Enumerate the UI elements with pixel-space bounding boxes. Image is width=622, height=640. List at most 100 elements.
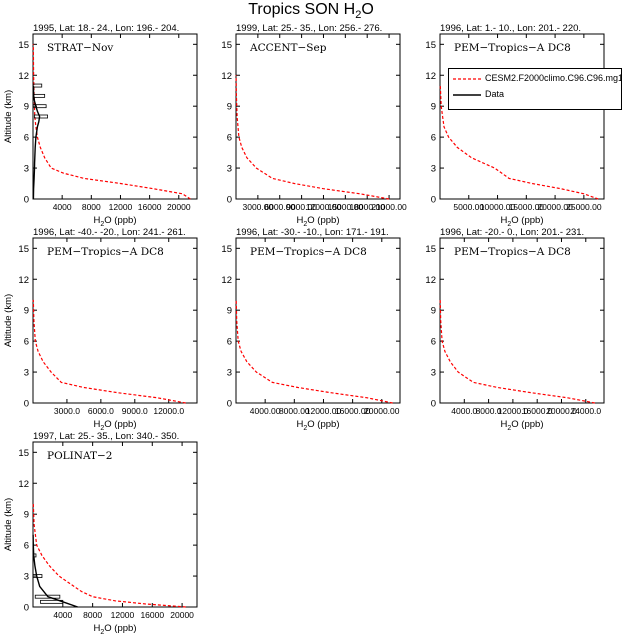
y-tick-label: 0	[24, 195, 29, 206]
y-tick-label: 3	[24, 164, 29, 175]
panel-4: 1996, Lat: -40.- -20., Lon: 241.- 261. PE…	[3, 227, 198, 432]
x-tick-label: 3000.00	[242, 202, 273, 212]
y-tick-label: 15	[18, 448, 29, 459]
data-error-bar	[34, 594, 61, 599]
figure-title: Tropics SON H2O	[248, 1, 374, 22]
y-tick-label: 3	[227, 164, 232, 175]
y-tick-label: 15	[18, 40, 29, 51]
plot-frame	[439, 237, 605, 404]
campaign-label: PEM−Tropics−A DC8	[454, 246, 571, 258]
legend-swatch-model-line	[453, 78, 481, 80]
x-axis-label-subscript: 2	[303, 425, 307, 432]
x-axis-label: H2O (ppb)	[501, 215, 544, 228]
y-tick-label: 6	[24, 541, 29, 552]
legend-swatch-data-line	[453, 94, 481, 96]
x-tick-label: 18000.00	[349, 202, 385, 212]
x-axis-label-part: O (ppb)	[307, 419, 339, 430]
x-axis-label-part: O (ppb)	[511, 215, 543, 226]
y-tick-label: 9	[227, 306, 232, 317]
y-tick-label: 12	[18, 71, 29, 82]
x-tick-label: 12000.0	[153, 406, 184, 416]
panel-header: 1997, Lat: 25.- 35., Lon: 340.- 350.	[33, 431, 179, 442]
y-tick-label: 15	[425, 40, 436, 51]
x-axis-label-part: O (ppb)	[511, 419, 543, 430]
y-tick-label: 15	[18, 244, 29, 255]
x-tick-label: 6000.0	[88, 406, 114, 416]
model-series-line	[32, 44, 191, 200]
y-tick-label: 12	[425, 275, 436, 286]
x-tick-label: 12000	[109, 202, 133, 212]
panel-2: 1999, Lat: 25.- 35., Lon: 256.- 276. ACCE…	[221, 23, 407, 228]
panel-6: 1996, Lat: -20.- 0., Lon: 201.- 231. PEM−…	[425, 227, 605, 432]
y-tick-label: 6	[24, 337, 29, 348]
y-tick-label: 9	[24, 102, 29, 113]
campaign-label: POLINAT−2	[47, 450, 112, 462]
model-series-line	[439, 299, 596, 404]
campaign-label: PEM−Tropics−A DC8	[454, 42, 571, 54]
x-tick-label: 6000.00	[264, 202, 295, 212]
y-tick-label: 15	[221, 40, 232, 51]
panel-header: 1996, Lat: -40.- -20., Lon: 241.- 261.	[33, 227, 186, 238]
model-series-line	[32, 299, 186, 404]
y-tick-label: 0	[24, 399, 29, 410]
x-axis-label: H2O (ppb)	[501, 419, 544, 432]
y-tick-label: 6	[431, 337, 436, 348]
x-tick-label: 12000	[111, 610, 135, 620]
x-axis-label-subscript: 2	[507, 425, 511, 432]
y-tick-label: 15	[221, 244, 232, 255]
x-axis-label-subscript: 2	[100, 425, 104, 432]
panel-3: 1996, Lat: 1.- 10., Lon: 201.- 220. PEM−T…	[425, 23, 605, 228]
y-tick-label: 9	[431, 306, 436, 317]
y-tick-label: 6	[431, 133, 436, 144]
y-axis-label: Altitude (km)	[3, 498, 14, 551]
panel-7: 1997, Lat: 25.- 35., Lon: 340.- 350. POLI…	[3, 431, 198, 636]
x-axis-label: H2O (ppb)	[94, 215, 137, 228]
y-tick-label: 3	[24, 572, 29, 583]
x-axis-label-part: O (ppb)	[104, 215, 136, 226]
y-tick-label: 3	[24, 368, 29, 379]
x-axis-label-subscript: 2	[100, 221, 104, 228]
model-series-line	[235, 299, 393, 404]
x-tick-label: 16000.00	[335, 406, 371, 416]
x-tick-label: 20000.00	[537, 202, 573, 212]
x-axis-label-part: O (ppb)	[104, 419, 136, 430]
x-tick-label: 15000.00	[328, 202, 364, 212]
campaign-label: STRAT−Nov	[47, 42, 113, 54]
y-tick-label: 0	[227, 399, 232, 410]
campaign-label: PEM−Tropics−A DC8	[250, 246, 367, 258]
y-tick-label: 0	[24, 603, 29, 614]
panel-1: 1995, Lat: 18.- 24., Lon: 196.- 204. STRA…	[3, 23, 198, 228]
x-tick-label: 20000.00	[364, 406, 400, 416]
x-axis-label-subscript: 2	[100, 629, 104, 636]
x-tick-label: 21000.00	[371, 202, 407, 212]
x-axis-label: H2O (ppb)	[297, 215, 340, 228]
x-axis-label-part: O (ppb)	[307, 215, 339, 226]
y-tick-label: 6	[24, 133, 29, 144]
plot-frame	[32, 441, 198, 608]
y-tick-label: 0	[431, 195, 436, 206]
legend-label-data: Data	[485, 89, 505, 99]
data-error-bar	[32, 104, 47, 109]
x-tick-label: 9000.0	[122, 406, 148, 416]
x-tick-label: 5000.00	[453, 202, 484, 212]
y-tick-label: 6	[227, 337, 232, 348]
x-tick-label: 4000	[53, 610, 72, 620]
y-tick-label: 12	[18, 275, 29, 286]
x-axis-label-part: H	[501, 419, 508, 430]
x-axis-label-part: H	[297, 419, 304, 430]
x-tick-label: 9000.00	[286, 202, 317, 212]
x-axis-label-part: H	[94, 215, 101, 226]
x-tick-label: 20000.0	[546, 406, 577, 416]
x-axis-label-part: O (ppb)	[104, 623, 136, 634]
x-tick-label: 20000	[170, 610, 194, 620]
plot-frame	[235, 237, 401, 404]
y-tick-label: 3	[227, 368, 232, 379]
x-axis-label: H2O (ppb)	[297, 419, 340, 432]
x-axis-label-part: H	[94, 623, 101, 634]
legend: CESM2.F2000climo.C96.C96.mg17 Data	[448, 68, 622, 110]
x-axis-label: H2O (ppb)	[94, 623, 137, 636]
plot-frame	[32, 237, 198, 404]
y-tick-label: 15	[425, 244, 436, 255]
x-tick-label: 24000.0	[570, 406, 601, 416]
